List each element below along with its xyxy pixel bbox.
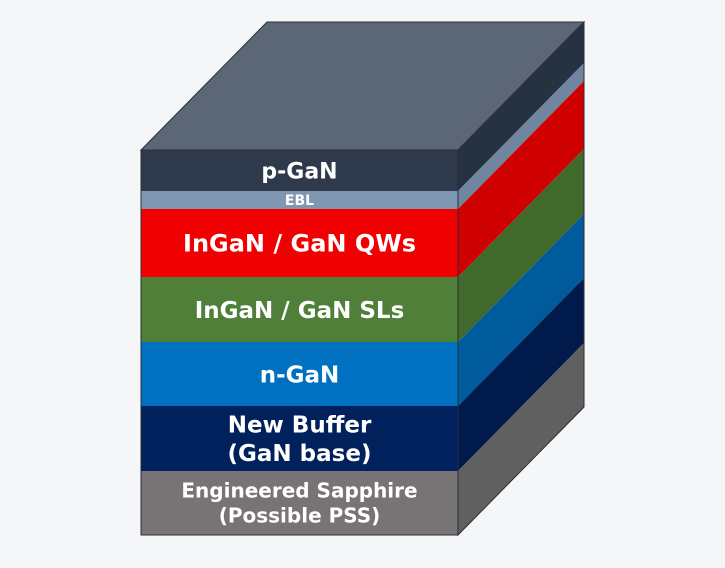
layer-label: InGaN / GaN QWs bbox=[183, 230, 416, 258]
layer-label: New Buffer bbox=[228, 412, 372, 438]
layer-label: p-GaN bbox=[261, 159, 337, 184]
layer-front-ingan-gan-qws bbox=[141, 209, 458, 277]
layer-front-ingan-gan-sls bbox=[141, 277, 458, 342]
side-outline bbox=[457, 20, 585, 537]
layer-front-n-gan bbox=[141, 342, 458, 406]
layer-side-new-buffer-gan-base bbox=[458, 278, 584, 471]
layer-label: InGaN / GaN SLs bbox=[195, 298, 405, 324]
layer-label: Engineered Sapphire bbox=[181, 479, 417, 503]
layer-front-engineered-sapphire-possible-pss bbox=[141, 471, 458, 535]
layer-side-ingan-gan-qws bbox=[458, 81, 584, 277]
layer-label: n-GaN bbox=[260, 362, 340, 388]
layer-front-p-gan bbox=[141, 150, 458, 191]
layer-side-p-gan bbox=[458, 22, 584, 191]
layer-label: (Possible PSS) bbox=[219, 504, 381, 528]
layer-label: EBL bbox=[285, 193, 314, 209]
layer-side-n-gan bbox=[458, 214, 584, 406]
layer-side-ebl bbox=[458, 63, 584, 209]
layer-side-engineered-sapphire-possible-pss bbox=[458, 343, 584, 535]
layer-side-ingan-gan-sls bbox=[458, 149, 584, 342]
layer-front-new-buffer-gan-base bbox=[141, 406, 458, 471]
layer-label: (GaN base) bbox=[228, 441, 372, 467]
layer-front-ebl bbox=[141, 191, 458, 209]
